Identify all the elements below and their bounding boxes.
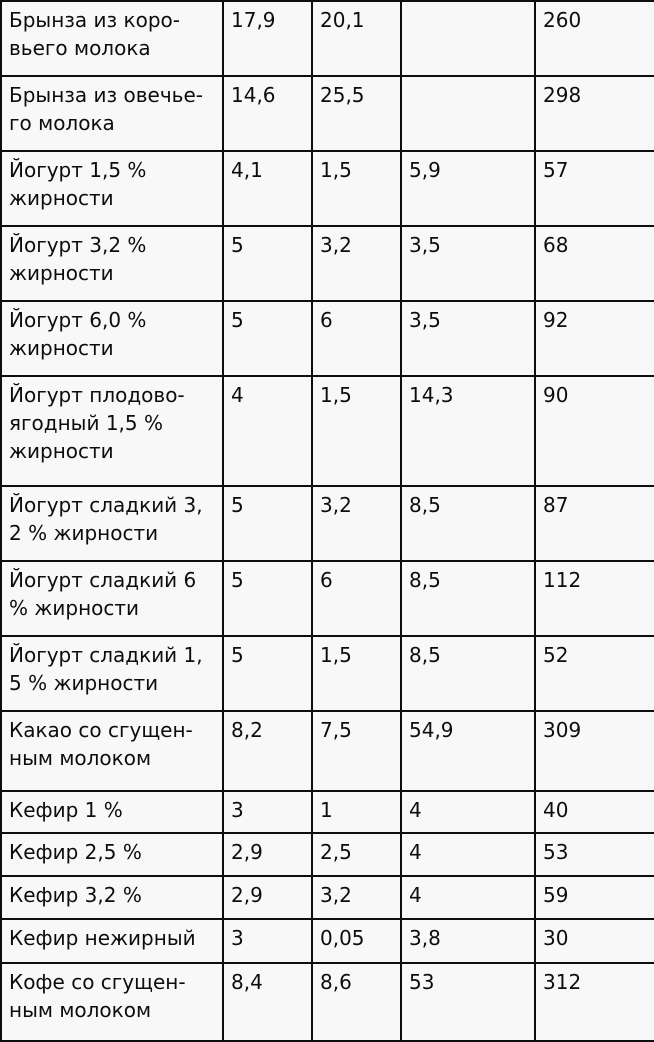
- value-cell: 8,6: [311, 962, 402, 1042]
- value-cell: 2,5: [311, 832, 402, 877]
- value-cell: 4: [222, 375, 313, 487]
- value-cell: 312: [534, 962, 654, 1042]
- value-cell: 2,9: [222, 875, 313, 920]
- value-cell: 5: [222, 300, 313, 377]
- table-row: Йогурт сладкий 3, 2 % жирности 5 3,2 8,5 87: [0, 485, 654, 562]
- value-cell: 53: [400, 962, 536, 1042]
- table-row: Кофе со сгущен- ным молоком 8,4 8,6 53 312: [0, 962, 654, 1042]
- value-cell: 3: [222, 918, 313, 964]
- value-cell: 309: [534, 710, 654, 792]
- product-name-cell: Кефир 3,2 %: [0, 875, 224, 920]
- value-cell: 0,05: [311, 918, 402, 964]
- value-cell: 1,5: [311, 635, 402, 712]
- value-cell: 6: [311, 560, 402, 637]
- product-name-cell: Кефир 2,5 %: [0, 832, 224, 877]
- table-row: Йогурт 3,2 % жирности 5 3,2 3,5 68: [0, 225, 654, 302]
- value-cell: 5: [222, 635, 313, 712]
- product-name-cell: Йогурт сладкий 6 % жирности: [0, 560, 224, 637]
- value-cell: 17,9: [222, 0, 313, 77]
- value-cell: 1,5: [311, 375, 402, 487]
- value-cell: 8,5: [400, 485, 536, 562]
- value-cell: 52: [534, 635, 654, 712]
- value-cell: 298: [534, 75, 654, 152]
- value-cell: 5: [222, 485, 313, 562]
- value-cell: 3: [222, 790, 313, 834]
- value-cell: 4: [400, 790, 536, 834]
- value-cell: 7,5: [311, 710, 402, 792]
- value-cell: 3,2: [311, 225, 402, 302]
- product-name-cell: Кефир 1 %: [0, 790, 224, 834]
- value-cell: [400, 0, 536, 77]
- product-name-cell: Йогурт 1,5 % жирности: [0, 150, 224, 227]
- value-cell: 20,1: [311, 0, 402, 77]
- value-cell: 112: [534, 560, 654, 637]
- table-row: Йогурт плодово- ягодный 1,5 % жирности 4 1…: [0, 375, 654, 487]
- product-name-cell: Йогурт плодово- ягодный 1,5 % жирности: [0, 375, 224, 487]
- value-cell: 40: [534, 790, 654, 834]
- table-row: Йогурт сладкий 6 % жирности 5 6 8,5 112: [0, 560, 654, 637]
- value-cell: 14,6: [222, 75, 313, 152]
- value-cell: 8,4: [222, 962, 313, 1042]
- value-cell: 3,5: [400, 225, 536, 302]
- table-row: Йогурт 1,5 % жирности 4,1 1,5 5,9 57: [0, 150, 654, 227]
- value-cell: 59: [534, 875, 654, 920]
- value-cell: 87: [534, 485, 654, 562]
- value-cell: 8,5: [400, 560, 536, 637]
- value-cell: 3,2: [311, 485, 402, 562]
- value-cell: 1: [311, 790, 402, 834]
- value-cell: 6: [311, 300, 402, 377]
- value-cell: 25,5: [311, 75, 402, 152]
- table-row: Кефир нежирный 3 0,05 3,8 30: [0, 918, 654, 964]
- product-name-cell: Йогурт 6,0 % жирности: [0, 300, 224, 377]
- value-cell: 4: [400, 832, 536, 877]
- value-cell: 3,2: [311, 875, 402, 920]
- value-cell: 5: [222, 560, 313, 637]
- value-cell: 68: [534, 225, 654, 302]
- value-cell: 2,9: [222, 832, 313, 877]
- table-row: Кефир 1 % 3 1 4 40: [0, 790, 654, 834]
- table-row: Кефир 2,5 % 2,9 2,5 4 53: [0, 832, 654, 877]
- value-cell: 3,8: [400, 918, 536, 964]
- value-cell: 3,5: [400, 300, 536, 377]
- value-cell: 53: [534, 832, 654, 877]
- table-row: Какао со сгущен- ным молоком 8,2 7,5 54,9 30…: [0, 710, 654, 792]
- table-row: Йогурт сладкий 1, 5 % жирности 5 1,5 8,5 52: [0, 635, 654, 712]
- product-name-cell: Брынза из коро- вьего молока: [0, 0, 224, 77]
- product-name-cell: Брынза из овечье- го молока: [0, 75, 224, 152]
- value-cell: 92: [534, 300, 654, 377]
- table-row: Брынза из коро- вьего молока 17,9 20,1 260: [0, 0, 654, 77]
- value-cell: 4: [400, 875, 536, 920]
- value-cell: 1,5: [311, 150, 402, 227]
- value-cell: 260: [534, 0, 654, 77]
- value-cell: 54,9: [400, 710, 536, 792]
- value-cell: 5: [222, 225, 313, 302]
- value-cell: 8,5: [400, 635, 536, 712]
- value-cell: 8,2: [222, 710, 313, 792]
- value-cell: 57: [534, 150, 654, 227]
- product-name-cell: Кефир нежирный: [0, 918, 224, 964]
- value-cell: 4,1: [222, 150, 313, 227]
- product-name-cell: Йогурт сладкий 1, 5 % жирности: [0, 635, 224, 712]
- product-name-cell: Кофе со сгущен- ным молоком: [0, 962, 224, 1042]
- value-cell: 14,3: [400, 375, 536, 487]
- value-cell: 30: [534, 918, 654, 964]
- value-cell: [400, 75, 536, 152]
- product-name-cell: Какао со сгущен- ным молоком: [0, 710, 224, 792]
- table-row: Брынза из овечье- го молока 14,6 25,5 298: [0, 75, 654, 152]
- product-name-cell: Йогурт сладкий 3, 2 % жирности: [0, 485, 224, 562]
- table-row: Кефир 3,2 % 2,9 3,2 4 59: [0, 875, 654, 920]
- table-row: Йогурт 6,0 % жирности 5 6 3,5 92: [0, 300, 654, 377]
- value-cell: 90: [534, 375, 654, 487]
- value-cell: 5,9: [400, 150, 536, 227]
- product-name-cell: Йогурт 3,2 % жирности: [0, 225, 224, 302]
